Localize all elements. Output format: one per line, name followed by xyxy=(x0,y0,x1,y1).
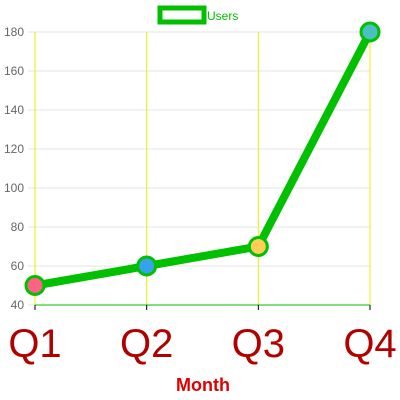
data-point-q4[interactable] xyxy=(359,21,381,43)
y-gridlines xyxy=(28,31,370,306)
legend[interactable]: Users xyxy=(157,5,238,25)
x-category-label-q3: Q3 xyxy=(232,322,285,366)
series-points[interactable] xyxy=(24,21,381,296)
data-point-q3[interactable] xyxy=(247,236,269,257)
x-category-label-q4: Q4 xyxy=(343,322,396,366)
data-point-q2[interactable] xyxy=(136,255,158,277)
legend-swatch-users xyxy=(157,5,207,25)
series-line-users xyxy=(31,28,374,290)
y-tick-label-120: 120 xyxy=(4,142,24,156)
x-category-label-q2: Q2 xyxy=(120,322,173,366)
x-category-label-q1: Q1 xyxy=(8,322,61,366)
x-gridlines xyxy=(34,32,371,305)
y-tick-label-160: 160 xyxy=(4,64,24,78)
y-tick-label-60: 60 xyxy=(11,259,25,273)
y-tick-label-40: 40 xyxy=(11,298,25,312)
y-tick-label-140: 140 xyxy=(4,103,24,117)
x-axis-title: Month xyxy=(176,375,230,395)
series-lines xyxy=(31,28,374,290)
data-point-q1[interactable] xyxy=(24,275,46,296)
y-tick-label-180: 180 xyxy=(4,25,24,39)
y-tick-label-100: 100 xyxy=(4,181,24,195)
x-category-labels: Q1 Q2 Q3 Q4 xyxy=(8,322,396,366)
legend-label-users: Users xyxy=(207,9,238,23)
x-tick-marks xyxy=(34,305,371,310)
y-tick-labels: 40 60 80 100 120 140 160 180 xyxy=(4,25,24,312)
y-tick-label-80: 80 xyxy=(11,220,25,234)
